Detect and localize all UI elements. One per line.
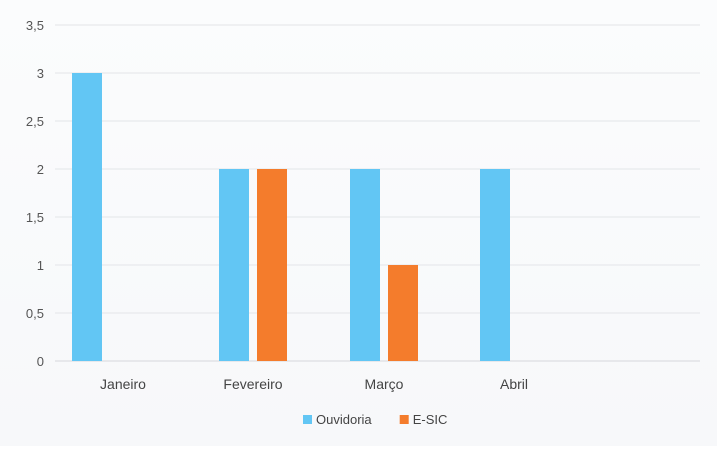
bar-ouvidoria-abril xyxy=(480,169,510,361)
y-tick-label: 0 xyxy=(37,354,44,369)
y-tick-label: 2,5 xyxy=(26,114,44,129)
bar-ouvidoria-fevereiro xyxy=(219,169,249,361)
legend-label: E-SIC xyxy=(413,412,448,427)
legend: Ouvidoria E-SIC xyxy=(303,412,447,427)
x-tick-label: Abril xyxy=(500,376,528,392)
y-tick-label: 1 xyxy=(37,258,44,273)
y-tick-label: 3 xyxy=(37,66,44,81)
bar-e-sic-fevereiro xyxy=(257,169,287,361)
y-axis-ticks: 0 0,5 1 1,5 2 2,5 3 3,5 xyxy=(26,18,44,369)
x-axis-ticks: Janeiro Fevereiro Março Abril xyxy=(100,376,528,392)
legend-swatch xyxy=(303,415,312,424)
y-tick-label: 2 xyxy=(37,162,44,177)
legend-swatch xyxy=(399,415,409,424)
bar-ouvidoria-janeiro xyxy=(72,73,102,361)
y-tick-label: 0,5 xyxy=(26,306,44,321)
bar-e-sic-mar-o xyxy=(388,265,418,361)
y-tick-label: 1,5 xyxy=(26,210,44,225)
x-tick-label: Março xyxy=(365,376,404,392)
legend-label: Ouvidoria xyxy=(316,412,372,427)
bar-ouvidoria-mar-o xyxy=(350,169,380,361)
x-tick-label: Janeiro xyxy=(100,376,146,392)
y-tick-label: 3,5 xyxy=(26,18,44,33)
x-tick-label: Fevereiro xyxy=(223,376,282,392)
bars xyxy=(72,73,510,361)
